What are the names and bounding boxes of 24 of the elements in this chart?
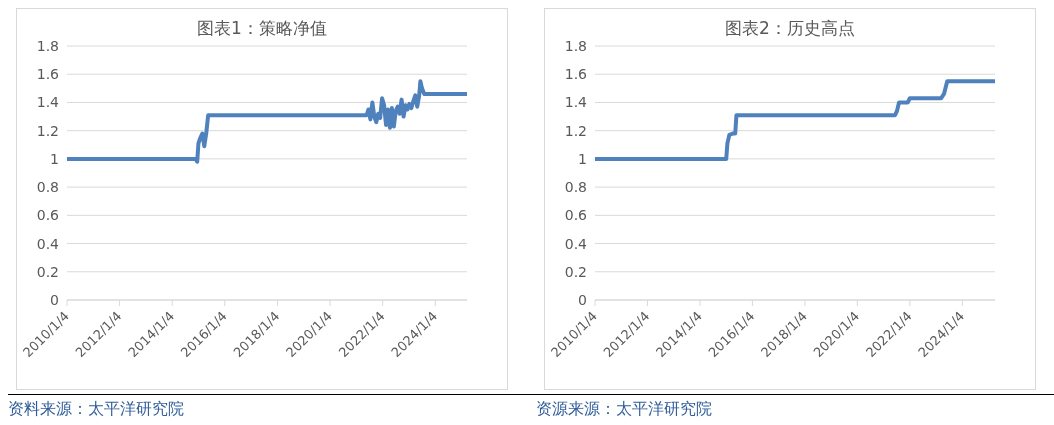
y-tick-label: 1: [578, 150, 587, 167]
y-tick-label: 0.6: [564, 207, 588, 224]
y-tick-label: 1.8: [564, 37, 587, 54]
y-tick-label: 1.2: [564, 122, 587, 139]
chart-title: 图表2：历史高点: [725, 18, 855, 38]
y-tick-label: 1.6: [564, 66, 588, 83]
text: 资源来源：太平洋研究院: [536, 399, 713, 420]
y-tick-label: 0.2: [36, 263, 59, 280]
text: 资料来源：太平洋研究院: [8, 399, 184, 418]
y-tick-label: 0: [578, 291, 587, 308]
y-tick-label: 1.2: [36, 122, 59, 139]
y-tick-label: 1.6: [36, 66, 60, 83]
y-tick-label: 1: [50, 150, 59, 167]
y-tick-label: 0.6: [36, 207, 60, 224]
y-tick-label: 0.4: [36, 235, 60, 252]
chart-title: 图表1：策略净值: [197, 18, 327, 38]
y-tick-label: 0.8: [36, 179, 59, 196]
y-tick-label: 1.4: [36, 94, 60, 111]
y-tick-label: 1.4: [564, 94, 588, 111]
y-tick-label: 0.2: [564, 263, 587, 280]
y-tick-label: 0: [50, 291, 59, 308]
y-tick-label: 0.8: [564, 179, 587, 196]
y-tick-label: 1.8: [36, 37, 59, 54]
y-tick-label: 0.4: [564, 235, 588, 252]
